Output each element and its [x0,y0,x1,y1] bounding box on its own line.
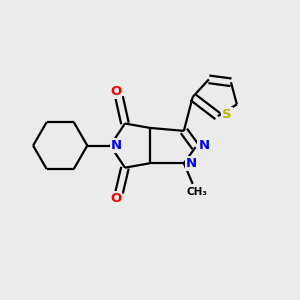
Text: N: N [186,157,197,170]
Text: O: O [110,85,121,98]
Text: N: N [198,139,209,152]
Text: CH₃: CH₃ [187,187,208,197]
Text: O: O [110,192,121,205]
Text: N: N [111,139,122,152]
Text: S: S [222,108,232,121]
